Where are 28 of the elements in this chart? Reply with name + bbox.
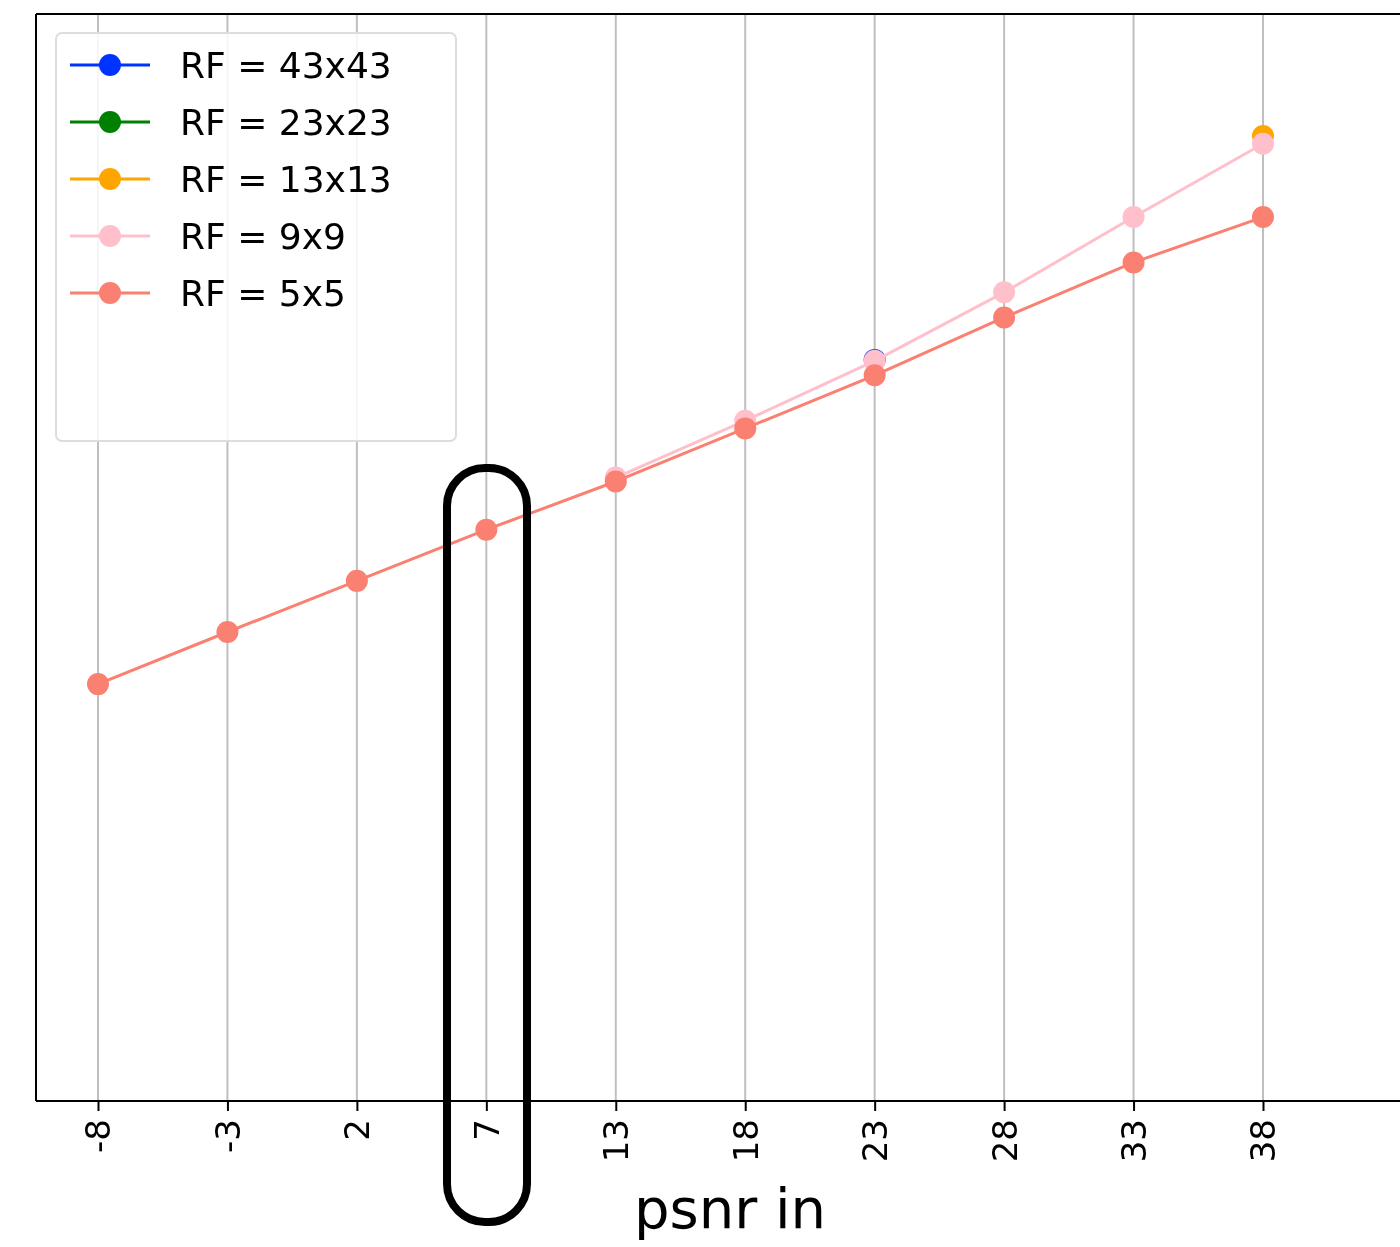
x-tick-label: 38 [1243, 1119, 1284, 1163]
x-tick-label: 18 [725, 1119, 766, 1163]
x-tick-label: 7 [466, 1119, 507, 1141]
point [734, 417, 757, 440]
point [993, 306, 1016, 329]
x-tick-label: -8 [78, 1119, 119, 1153]
point [993, 281, 1016, 304]
point [1122, 206, 1145, 229]
point [1122, 251, 1145, 274]
point [475, 518, 498, 541]
point [87, 673, 109, 696]
point [863, 364, 886, 387]
point [1252, 206, 1274, 229]
x-axis-title: psnr in [633, 1176, 827, 1241]
point [216, 621, 239, 643]
legend-label: RF = 9x9 [180, 215, 346, 257]
x-tick-label: 28 [984, 1119, 1025, 1163]
point [345, 569, 368, 592]
point [1252, 132, 1274, 155]
legend-label: RF = 5x5 [180, 272, 346, 314]
x-tick-label: 2 [337, 1119, 378, 1141]
x-tick-label: 23 [855, 1119, 896, 1163]
legend-label: RF = 13x13 [180, 158, 392, 200]
legend-label: RF = 43x43 [180, 44, 392, 86]
x-tick-label: -3 [207, 1119, 248, 1153]
x-tick-label: 13 [596, 1119, 637, 1163]
x-tick-label: 33 [1113, 1119, 1154, 1163]
legend-label: RF = 23x23 [180, 101, 392, 143]
